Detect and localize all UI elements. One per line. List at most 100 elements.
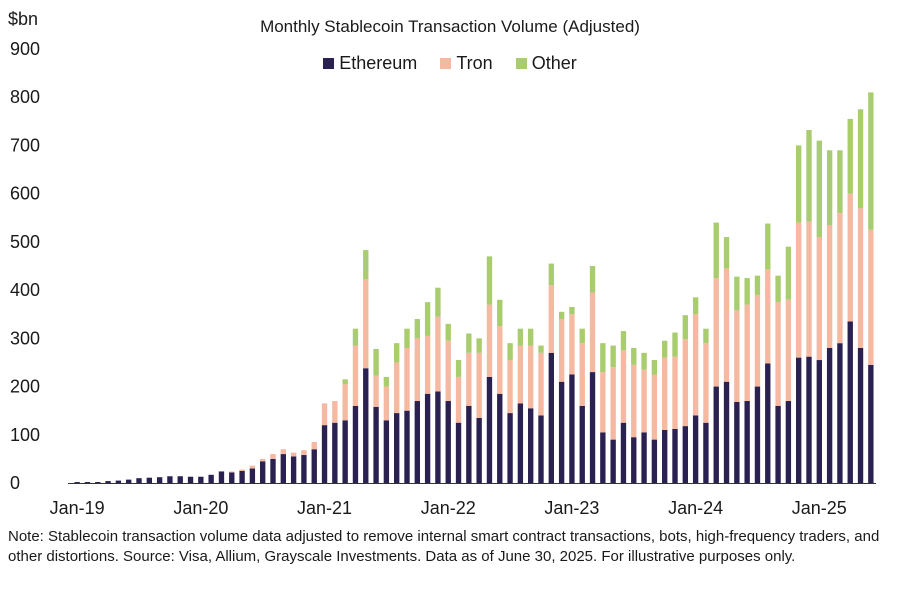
bar-ethereum-2019-12	[187, 476, 194, 483]
bar-ethereum-2022-04	[476, 417, 482, 483]
bar-other-2023-05	[610, 345, 616, 368]
legend: Ethereum Tron Other	[0, 53, 900, 74]
bar-ethereum-2025-02	[826, 347, 833, 483]
bar-other-2024-08	[765, 223, 771, 270]
bar-tron-2020-11	[301, 450, 307, 456]
bar-ethereum-2023-12	[682, 426, 688, 483]
bar-tron-2023-06	[620, 350, 627, 423]
bar-other-2021-09	[404, 328, 410, 348]
bar-ethereum-2020-08	[270, 458, 276, 483]
bar-ethereum-2025-06	[868, 364, 874, 483]
x-tick-label: Jan-25	[792, 498, 847, 518]
bar-other-2021-08	[394, 343, 400, 363]
bar-other-2022-12	[558, 311, 565, 320]
bar-tron-2025-04	[847, 193, 853, 322]
bar-tron-2022-09	[528, 345, 534, 409]
y-tick-label: 700	[10, 135, 40, 155]
bar-other-2022-07	[507, 343, 513, 361]
bar-other-2022-02	[455, 360, 462, 377]
bar-tron-2024-04	[723, 268, 730, 382]
bar-tron-2020-07	[260, 458, 266, 462]
bar-ethereum-2020-01	[198, 476, 204, 483]
bar-other-2025-02	[826, 150, 833, 226]
bar-other-2024-07	[754, 275, 761, 295]
bar-tron-2022-01	[445, 340, 451, 402]
bar-ethereum-2019-11	[177, 476, 183, 483]
bar-other-2022-01	[445, 323, 451, 341]
y-tick-label: 300	[10, 328, 40, 348]
y-tick-label: 500	[10, 232, 40, 252]
bar-tron-2024-03	[713, 278, 719, 387]
bar-tron-2022-06	[497, 326, 503, 394]
bar-other-2021-07	[383, 376, 390, 387]
bar-other-2024-04	[723, 237, 730, 269]
bar-tron-2024-05	[734, 310, 740, 402]
y-tick-label: 200	[10, 377, 40, 397]
bar-other-2022-06	[497, 299, 503, 327]
bar-ethereum-2022-03	[466, 405, 472, 483]
bar-ethereum-2021-03	[342, 420, 348, 483]
bar-ethereum-2022-12	[558, 381, 565, 483]
bar-ethereum-2020-04	[229, 472, 235, 483]
bar-tron-2020-08	[270, 454, 276, 459]
bar-tron-2022-05	[486, 304, 493, 377]
bar-ethereum-2022-07	[507, 413, 513, 483]
bar-ethereum-2020-05	[239, 470, 245, 483]
bar-other-2022-08	[517, 328, 524, 346]
bar-other-2022-03	[466, 333, 472, 353]
bar-tron-2024-07	[754, 294, 761, 387]
bar-tron-2020-10	[290, 452, 297, 457]
bar-ethereum-2019-09	[156, 477, 163, 483]
bar-tron-2025-05	[857, 208, 864, 348]
bar-other-2023-07	[631, 347, 637, 365]
bar-ethereum-2023-08	[641, 432, 647, 483]
bar-ethereum-2022-02	[455, 422, 462, 483]
bar-other-2022-05	[486, 256, 493, 305]
bar-ethereum-2025-05	[857, 347, 864, 483]
bar-other-2024-02	[703, 328, 709, 344]
bar-ethereum-2024-10	[785, 401, 792, 483]
bar-ethereum-2020-02	[208, 474, 214, 483]
legend-item-tron: Tron	[440, 53, 493, 74]
bar-tron-2021-05	[363, 279, 369, 369]
bar-tron-2021-04	[352, 345, 359, 406]
bar-ethereum-2024-05	[734, 401, 740, 483]
x-tick-label: Jan-21	[297, 498, 352, 518]
bar-other-2021-10	[414, 319, 420, 339]
bar-tron-2024-10	[785, 299, 792, 402]
bar-tron-2024-01	[692, 314, 699, 416]
bar-ethereum-2021-05	[363, 368, 369, 483]
bar-tron-2024-06	[744, 304, 750, 402]
bar-tron-2022-11	[548, 285, 554, 353]
bar-other-2023-12	[682, 315, 688, 340]
bar-ethereum-2021-09	[404, 410, 410, 483]
bar-ethereum-2019-06	[126, 479, 132, 483]
bar-ethereum-2023-11	[672, 428, 678, 483]
bar-tron-2020-04	[229, 471, 235, 473]
bar-ethereum-2023-05	[610, 439, 616, 483]
bar-ethereum-2023-10	[662, 429, 668, 483]
y-tick-label: 800	[10, 87, 40, 107]
bar-ethereum-2024-07	[754, 386, 761, 483]
bar-tron-2023-03	[589, 292, 596, 373]
bar-other-2025-05	[857, 109, 864, 209]
legend-label-ethereum: Ethereum	[339, 53, 418, 73]
bar-ethereum-2024-09	[775, 405, 781, 483]
bar-ethereum-2019-02	[84, 482, 91, 483]
bar-ethereum-2023-04	[600, 432, 606, 483]
x-tick-label: Jan-20	[173, 498, 228, 518]
legend-item-ethereum: Ethereum	[323, 53, 417, 74]
bar-other-2025-04	[847, 118, 853, 194]
bar-other-2024-03	[713, 222, 719, 279]
bar-ethereum-2020-12	[311, 449, 317, 483]
bar-ethereum-2020-11	[301, 455, 307, 483]
bar-ethereum-2022-11	[548, 352, 554, 483]
bar-other-2023-02	[579, 328, 585, 344]
bar-ethereum-2020-09	[280, 454, 286, 483]
legend-label-tron: Tron	[456, 53, 493, 73]
bar-tron-2020-12	[311, 442, 317, 450]
bar-ethereum-2023-03	[589, 372, 596, 483]
bar-tron-2023-04	[600, 372, 606, 433]
bar-ethereum-2023-07	[631, 437, 637, 483]
